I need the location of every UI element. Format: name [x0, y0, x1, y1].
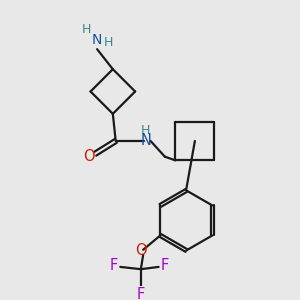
- Text: F: F: [110, 258, 118, 273]
- Text: N: N: [140, 134, 151, 148]
- Text: O: O: [135, 243, 147, 258]
- Text: H: H: [141, 124, 150, 137]
- Text: H: H: [82, 23, 91, 36]
- Text: F: F: [161, 258, 169, 273]
- Text: O: O: [83, 148, 94, 164]
- Text: F: F: [137, 286, 145, 300]
- Text: H: H: [103, 36, 113, 50]
- Text: N: N: [91, 33, 102, 47]
